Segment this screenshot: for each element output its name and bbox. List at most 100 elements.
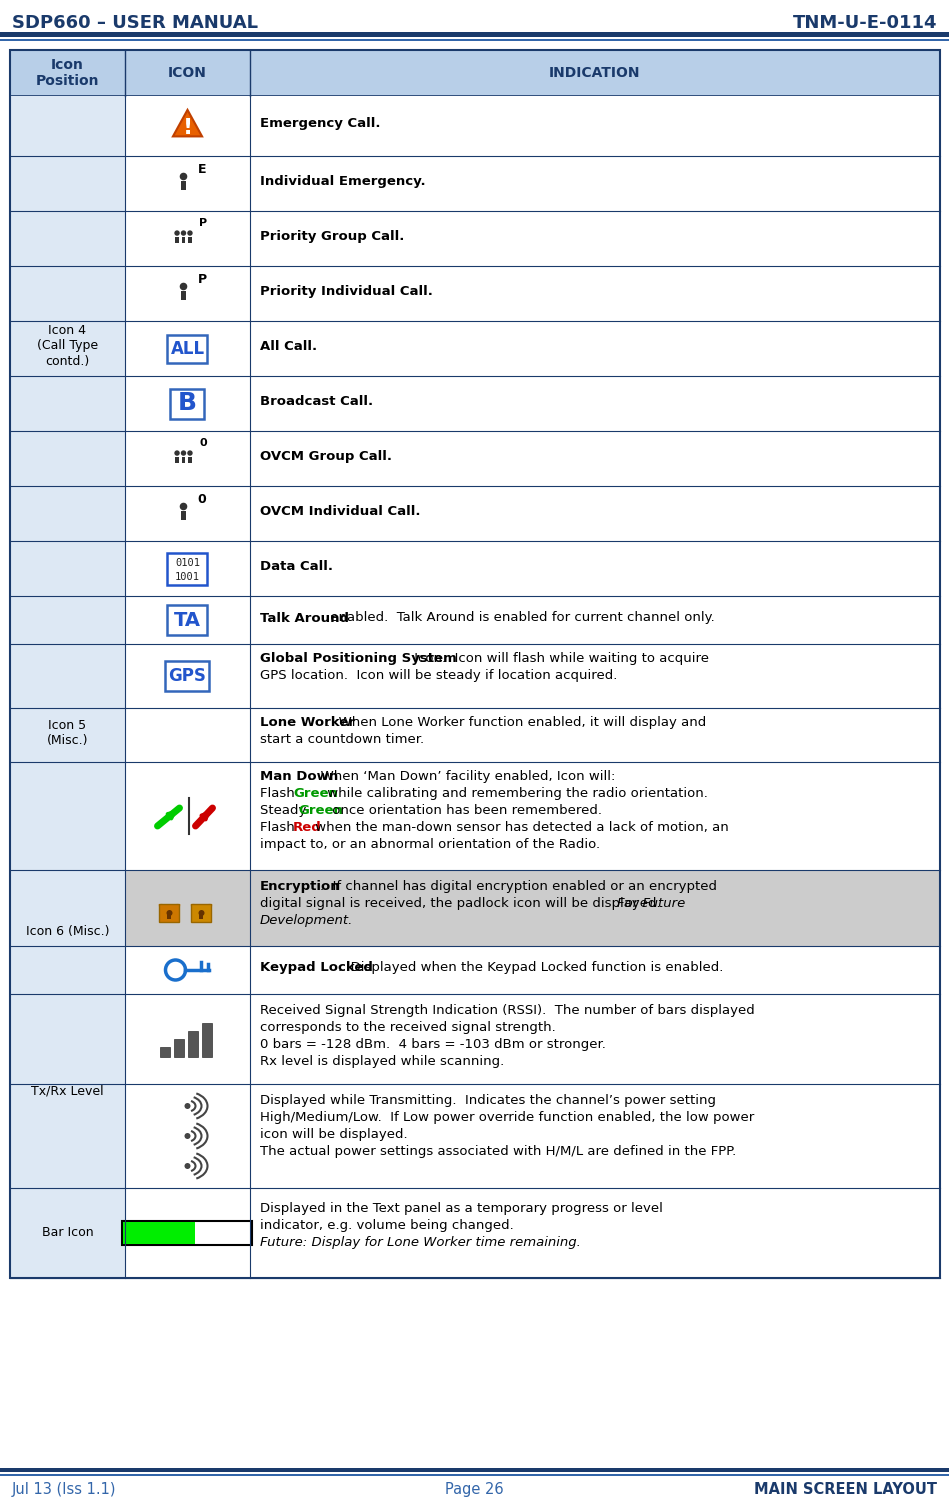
Bar [168,334,208,363]
Bar [250,266,940,321]
Bar [10,95,125,156]
Text: 0: 0 [197,493,206,507]
Bar [125,708,250,762]
Bar [250,1084,940,1188]
Bar [125,321,250,376]
Bar [10,993,125,1084]
Text: Emergency Call.: Emergency Call. [260,118,381,130]
Bar [125,947,250,993]
Bar [122,1222,252,1244]
Bar [125,596,250,644]
Text: High/Medium/Low.  If Low power override function enabled, the low power: High/Medium/Low. If Low power override f… [260,1111,754,1123]
Bar [250,993,940,1084]
Text: digital signal is received, the padlock icon will be displayed.: digital signal is received, the padlock … [260,897,669,910]
Text: Talk Around: Talk Around [260,611,349,624]
Text: 0 bars = -128 dBm.  4 bars = -103 dBm or stronger.: 0 bars = -128 dBm. 4 bars = -103 dBm or … [260,1039,605,1051]
Bar [125,1188,250,1278]
Text: Priority Individual Call.: Priority Individual Call. [260,284,433,298]
Text: 0101: 0101 [175,558,200,569]
Circle shape [187,451,193,455]
Text: Icon 6 (Misc.): Icon 6 (Misc.) [26,925,109,939]
Bar [125,644,250,708]
Bar [0,1468,949,1473]
Text: The actual power settings associated with H/M/L are defined in the FPP.: The actual power settings associated wit… [260,1145,736,1158]
Text: Green: Green [299,804,344,816]
Bar [125,156,250,212]
Text: Displayed while Transmitting.  Indicates the channel’s power setting: Displayed while Transmitting. Indicates … [260,1095,716,1107]
Text: For Future: For Future [618,897,686,910]
Bar [125,266,250,321]
Text: Data Call.: Data Call. [260,559,333,573]
Text: Page 26: Page 26 [445,1482,503,1497]
Bar [250,431,940,485]
Bar [125,376,250,431]
Text: Lone Worker: Lone Worker [260,717,355,729]
Circle shape [184,1102,191,1108]
Bar [189,1031,198,1057]
Text: icon will be displayed.: icon will be displayed. [260,1128,408,1142]
Bar [250,869,940,947]
Bar [10,644,125,708]
Text: Future: Display for Lone Worker time remaining.: Future: Display for Lone Worker time rem… [260,1235,581,1249]
Bar [125,485,250,541]
Text: Broadcast Call.: Broadcast Call. [260,395,373,408]
Bar [181,457,185,463]
Bar [176,237,179,243]
Bar [10,266,125,321]
Text: Icon 4
(Call Type
contd.): Icon 4 (Call Type contd.) [37,325,98,367]
Bar [192,904,212,922]
Bar [10,762,125,869]
Circle shape [179,283,187,290]
Text: 1001: 1001 [175,572,200,582]
Bar [10,596,125,644]
Text: Icon.  Icon will flash while waiting to acquire: Icon. Icon will flash while waiting to a… [410,652,709,665]
Text: 0: 0 [199,437,207,448]
Bar [180,181,186,191]
Bar [10,321,125,376]
Bar [10,869,125,947]
Text: P: P [197,274,207,286]
Text: Green: Green [293,788,338,800]
Text: Flash: Flash [260,788,299,800]
Text: Development.: Development. [260,913,353,927]
Bar [125,993,250,1084]
Bar [250,541,940,596]
Circle shape [175,451,179,455]
Bar [10,156,125,212]
Circle shape [184,1132,191,1139]
Bar [0,39,949,41]
Bar [250,212,940,266]
Bar [250,596,940,644]
Bar [250,95,940,156]
Bar [202,1024,213,1057]
Bar [125,95,250,156]
Bar [123,1222,195,1244]
Bar [159,904,179,922]
Text: B: B [178,392,197,416]
Circle shape [198,910,204,916]
Bar [125,431,250,485]
Text: All Call.: All Call. [260,340,317,352]
Text: Encryption: Encryption [260,880,341,894]
Bar [250,947,940,993]
Text: TNM-U-E-0114: TNM-U-E-0114 [792,14,937,32]
Text: OVCM Group Call.: OVCM Group Call. [260,451,392,463]
Circle shape [179,172,187,180]
Text: Flash: Flash [260,821,299,835]
Text: once orientation has been remembered.: once orientation has been remembered. [328,804,603,816]
Bar [250,376,940,431]
Text: P: P [199,218,208,227]
Bar [250,485,940,541]
Bar [250,321,940,376]
Text: Global Positioning System: Global Positioning System [260,652,456,665]
Text: indicator, e.g. volume being changed.: indicator, e.g. volume being changed. [260,1219,513,1232]
Circle shape [180,230,186,236]
Text: ICON: ICON [168,67,207,80]
Bar [0,1474,949,1476]
Circle shape [166,910,173,916]
Text: GPS location.  Icon will be steady if location acquired.: GPS location. Icon will be steady if loc… [260,668,618,682]
Bar [188,457,192,463]
Circle shape [187,230,193,236]
Text: Rx level is displayed while scanning.: Rx level is displayed while scanning. [260,1055,504,1067]
Text: INDICATION: INDICATION [549,67,641,80]
